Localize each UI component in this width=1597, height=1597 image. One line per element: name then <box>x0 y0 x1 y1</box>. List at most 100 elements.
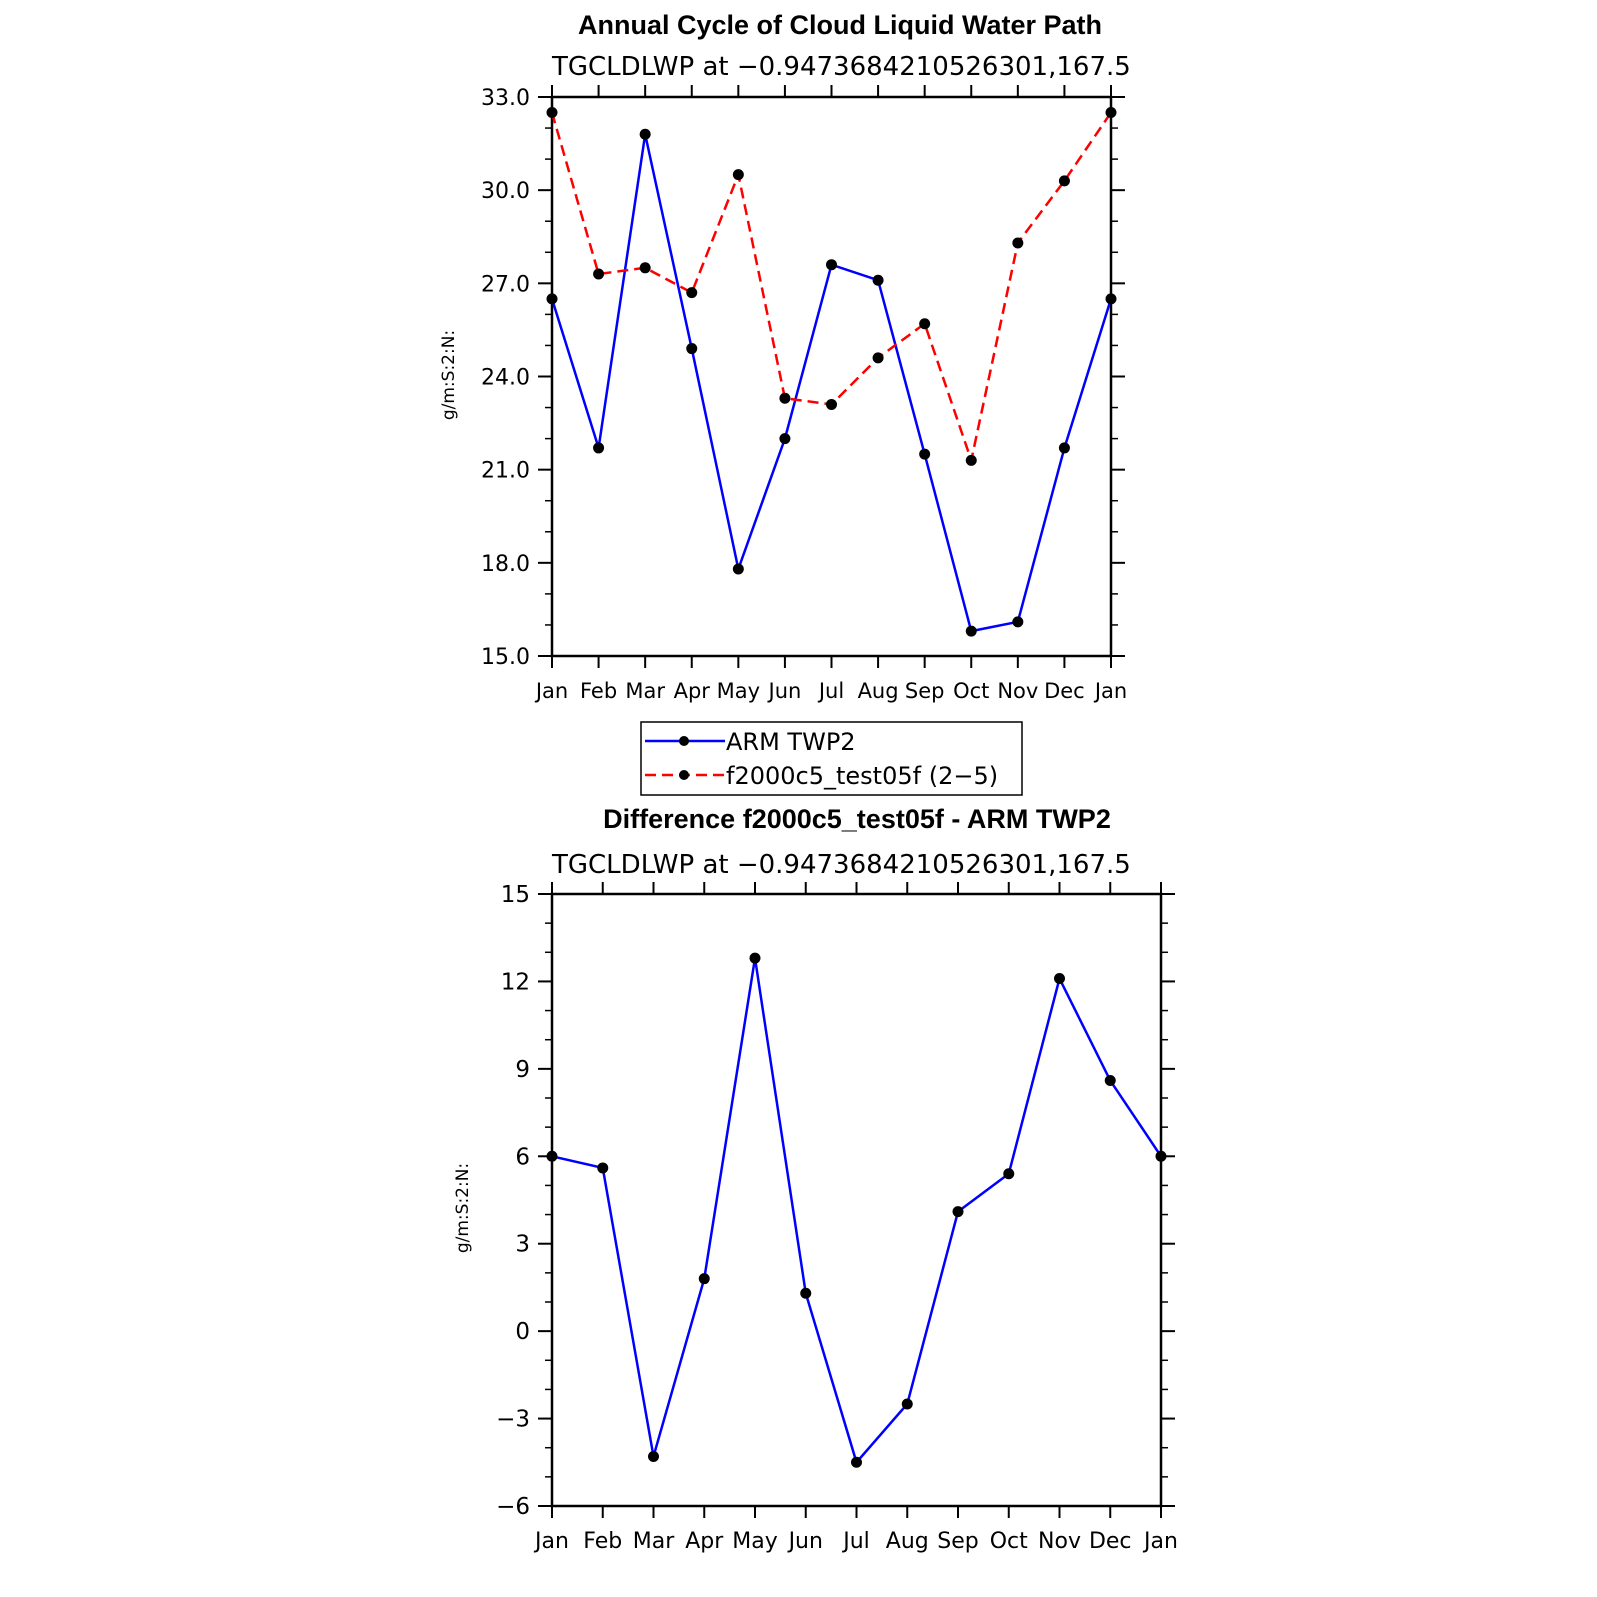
chart1-x-tick-label: Jul <box>817 679 844 703</box>
chart2-subtitle: TGCLDLWP at −0.9473684210526301,167.5 <box>551 850 1131 880</box>
chart1-y-axis-label: g/m:S:2:N: <box>439 330 459 420</box>
chart2-series-0-point <box>1003 1168 1015 1180</box>
chart1-x-tick-label: Feb <box>580 679 617 703</box>
chart1-x-tick-label: Apr <box>674 679 711 703</box>
chart2-x-tick-label: Jan <box>533 1529 569 1554</box>
chart1-y-tick-label: 33.0 <box>481 86 530 111</box>
chart1-series-1-point <box>1058 175 1070 187</box>
chart2-series-0-point <box>698 1273 710 1285</box>
chart2-axes: Jan Feb Mar Apr May Jun Jul Aug Sep Oct Nov Dec Jan−… <box>496 882 1178 1554</box>
chart1-series-1-point <box>826 398 837 410</box>
chart1-series-0-point <box>686 343 698 355</box>
chart2-x-tick-label: Jan <box>1142 1529 1178 1554</box>
chart2-x-tick-label: Apr <box>685 1529 724 1554</box>
chart2-x-tick-label: Mar <box>633 1529 675 1554</box>
chart2-series-0-point <box>749 952 761 964</box>
chart1-x-tick-label: Jan <box>1093 679 1127 703</box>
chart1-series-1-point <box>919 318 931 330</box>
chart2-series-0-point <box>1155 1150 1167 1162</box>
chart2-series-line-0 <box>551 957 1163 1465</box>
chart1-series-1-point <box>965 454 977 466</box>
chart1-series-1-point <box>1012 237 1024 249</box>
difference-chart: Difference f2000c5_test05f - ARM TWP2 TG… <box>453 804 1178 1554</box>
chart1-series-0-point <box>779 433 791 445</box>
chart2-series-0-point <box>1104 1075 1116 1087</box>
chart1-x-tick-label: Jun <box>767 679 802 703</box>
chart1-x-tick-label: Nov <box>997 679 1038 703</box>
chart1-series-1-point <box>872 352 884 364</box>
chart2-x-tick-label: Jul <box>841 1529 870 1554</box>
chart2-y-tick-label: 0 <box>515 1319 530 1345</box>
chart1-series-1-point <box>686 287 698 299</box>
chart1-x-tick-label: Dec <box>1044 679 1085 703</box>
chart2-series-0-point <box>901 1398 913 1410</box>
chart2-x-tick-label: Nov <box>1038 1529 1081 1554</box>
chart2-x-tick-label: Oct <box>990 1529 1028 1554</box>
chart1-y-tick-label: 15.0 <box>481 645 530 670</box>
chart1-x-tick-label: Aug <box>858 679 899 703</box>
chart2-series-0-point <box>648 1450 659 1462</box>
chart2-y-tick-label: 12 <box>501 969 530 995</box>
chart2-x-tick-label: Aug <box>886 1529 929 1554</box>
chart1-series-1-point <box>639 262 651 274</box>
chart2-y-tick-label: 15 <box>501 882 530 908</box>
chart1-series-0-point <box>1058 442 1070 454</box>
chart1-series-0-point <box>639 128 651 140</box>
annual-cycle-chart: Annual Cycle of Cloud Liquid Water Path … <box>439 10 1131 703</box>
chart1-series-1-point <box>779 392 791 404</box>
chart2-series-0-point <box>1054 973 1065 985</box>
chart2-title: Difference f2000c5_test05f - ARM TWP2 <box>603 804 1111 834</box>
legend-box <box>640 721 1023 796</box>
legend-label-f2000c5: f2000c5_test05f (2−5) <box>726 762 998 790</box>
chart2-y-tick-label: −3 <box>496 1407 530 1433</box>
chart2-series <box>546 952 1167 1468</box>
chart1-series-0-point <box>1105 293 1117 305</box>
chart1-plot-frame <box>550 95 1113 658</box>
chart2-series-0-point <box>952 1206 964 1218</box>
chart1-legend: ARM TWP2 f2000c5_test05f (2−5) <box>640 721 1023 796</box>
chart2-series-0-point <box>546 1150 558 1162</box>
chart1-series-0-point <box>872 274 884 286</box>
chart1-series-0-point <box>826 259 837 271</box>
chart1-title: Annual Cycle of Cloud Liquid Water Path <box>578 10 1102 40</box>
chart2-series-0-point <box>597 1162 609 1174</box>
chart1-series-1-point <box>546 107 558 119</box>
chart1-y-tick-label: 24.0 <box>481 366 530 391</box>
chart1-series-0-point <box>965 625 977 637</box>
legend-marker-arm-twp2 <box>679 736 689 746</box>
chart2-x-tick-label: May <box>732 1529 777 1554</box>
chart2-x-tick-label: Sep <box>937 1529 978 1554</box>
legend-label-arm-twp2: ARM TWP2 <box>726 728 856 756</box>
chart1-y-tick-label: 21.0 <box>481 459 530 484</box>
legend-marker-f2000c5 <box>679 770 689 780</box>
chart2-series-0-point <box>800 1287 812 1299</box>
chart2-y-axis-label: g/m:S:2:N: <box>453 1163 473 1253</box>
chart2-plot-frame <box>550 892 1163 1508</box>
chart1-series-0-point <box>1012 616 1024 628</box>
chart1-x-tick-label: May <box>717 679 760 703</box>
chart1-y-tick-label: 27.0 <box>481 272 530 297</box>
chart1-series-0-point <box>732 563 744 575</box>
chart1-series <box>546 107 1117 637</box>
chart1-series-0-point <box>546 293 558 305</box>
chart1-series-1-point <box>732 169 744 181</box>
chart1-series-1-point <box>1105 107 1117 119</box>
chart1-subtitle: TGCLDLWP at −0.9473684210526301,167.5 <box>551 52 1131 82</box>
chart2-y-tick-label: 6 <box>515 1144 530 1170</box>
chart1-series-0-point <box>919 448 931 460</box>
chart1-axes: Jan Feb Mar Apr May Jun Jul Aug Sep Oct Nov Dec Jan1… <box>481 85 1127 703</box>
chart1-y-tick-label: 30.0 <box>481 179 530 204</box>
chart2-y-tick-label: 9 <box>515 1057 530 1083</box>
chart1-y-tick-label: 18.0 <box>481 552 530 577</box>
chart2-x-tick-label: Dec <box>1089 1529 1132 1554</box>
chart2-x-tick-label: Feb <box>583 1529 622 1554</box>
chart2-y-tick-label: 3 <box>515 1232 530 1258</box>
chart2-y-tick-label: −6 <box>496 1494 530 1520</box>
chart1-x-tick-label: Oct <box>953 679 989 703</box>
chart1-x-tick-label: Sep <box>905 679 945 703</box>
chart2-series-0-point <box>851 1456 862 1468</box>
chart1-x-tick-label: Mar <box>625 679 665 703</box>
chart1-series-line-0 <box>550 134 1113 633</box>
chart2-x-tick-label: Jun <box>787 1529 823 1554</box>
